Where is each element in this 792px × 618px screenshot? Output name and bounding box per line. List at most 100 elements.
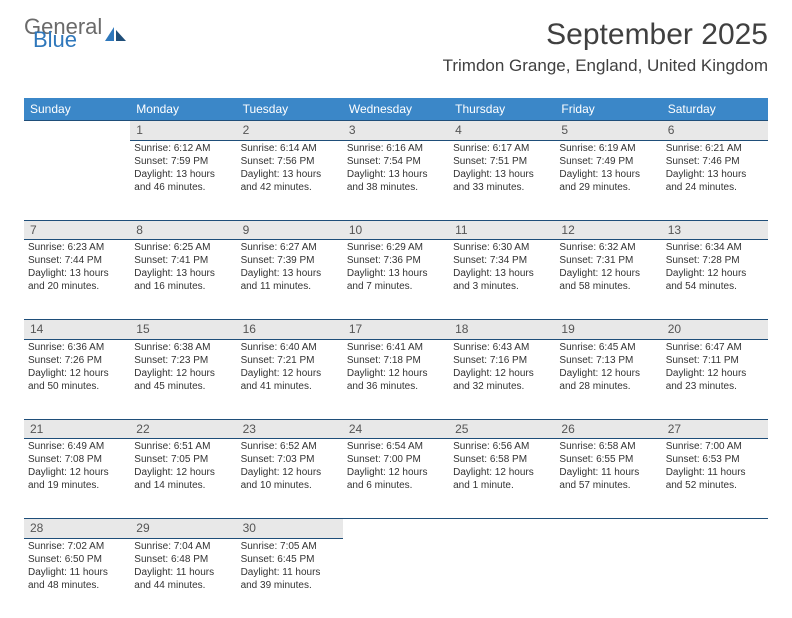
daynum-row: 21222324252627 [24, 419, 768, 439]
day-number-cell: 18 [449, 320, 555, 340]
day-cell: Sunrise: 6:25 AMSunset: 7:41 PMDaylight:… [130, 240, 236, 320]
day-number-cell: 1 [130, 121, 236, 141]
daylight-text: Daylight: 12 hours [559, 367, 657, 380]
day-cell: Sunrise: 6:40 AMSunset: 7:21 PMDaylight:… [237, 339, 343, 419]
day-cell: Sunrise: 6:32 AMSunset: 7:31 PMDaylight:… [555, 240, 661, 320]
daylight-text: Daylight: 12 hours [134, 466, 232, 479]
daylight-text: Daylight: 13 hours [28, 267, 126, 280]
sunset-text: Sunset: 7:36 PM [347, 254, 445, 267]
day-cell: Sunrise: 6:16 AMSunset: 7:54 PMDaylight:… [343, 140, 449, 220]
daylight-text: Daylight: 13 hours [241, 168, 339, 181]
sunrise-text: Sunrise: 6:25 AM [134, 241, 232, 254]
week-row: Sunrise: 6:23 AMSunset: 7:44 PMDaylight:… [24, 240, 768, 320]
day-cell: Sunrise: 6:12 AMSunset: 7:59 PMDaylight:… [130, 140, 236, 220]
sunset-text: Sunset: 7:08 PM [28, 453, 126, 466]
title-block: September 2025 Trimdon Grange, England, … [443, 18, 768, 92]
sunrise-text: Sunrise: 7:00 AM [666, 440, 764, 453]
day-number-cell: 7 [24, 220, 130, 240]
day-number-cell: 28 [24, 519, 130, 539]
daylight-text: and 11 minutes. [241, 280, 339, 293]
day-number-cell: 2 [237, 121, 343, 141]
day-number-cell [343, 519, 449, 539]
daylight-text: and 28 minutes. [559, 380, 657, 393]
sunrise-text: Sunrise: 6:47 AM [666, 341, 764, 354]
daynum-row: 282930 [24, 519, 768, 539]
sunset-text: Sunset: 7:56 PM [241, 155, 339, 168]
sunset-text: Sunset: 6:53 PM [666, 453, 764, 466]
day-cell [662, 538, 768, 618]
day-cell: Sunrise: 6:51 AMSunset: 7:05 PMDaylight:… [130, 439, 236, 519]
day-number-cell: 19 [555, 320, 661, 340]
daylight-text: and 50 minutes. [28, 380, 126, 393]
day-number-cell: 20 [662, 320, 768, 340]
sunset-text: Sunset: 7:31 PM [559, 254, 657, 267]
day-cell [449, 538, 555, 618]
daylight-text: Daylight: 12 hours [453, 367, 551, 380]
daylight-text: Daylight: 11 hours [559, 466, 657, 479]
daylight-text: and 14 minutes. [134, 479, 232, 492]
daylight-text: and 42 minutes. [241, 181, 339, 194]
sunrise-text: Sunrise: 7:04 AM [134, 540, 232, 553]
day-cell: Sunrise: 6:36 AMSunset: 7:26 PMDaylight:… [24, 339, 130, 419]
daylight-text: and 52 minutes. [666, 479, 764, 492]
sunset-text: Sunset: 7:49 PM [559, 155, 657, 168]
sunrise-text: Sunrise: 6:52 AM [241, 440, 339, 453]
daylight-text: and 54 minutes. [666, 280, 764, 293]
daylight-text: Daylight: 13 hours [134, 168, 232, 181]
day-cell: Sunrise: 6:27 AMSunset: 7:39 PMDaylight:… [237, 240, 343, 320]
week-row: Sunrise: 6:36 AMSunset: 7:26 PMDaylight:… [24, 339, 768, 419]
sunset-text: Sunset: 7:34 PM [453, 254, 551, 267]
weekday-header: Friday [555, 98, 661, 121]
day-cell: Sunrise: 6:14 AMSunset: 7:56 PMDaylight:… [237, 140, 343, 220]
daylight-text: and 48 minutes. [28, 579, 126, 592]
daylight-text: and 32 minutes. [453, 380, 551, 393]
daylight-text: and 19 minutes. [28, 479, 126, 492]
daylight-text: Daylight: 12 hours [666, 267, 764, 280]
sunset-text: Sunset: 7:13 PM [559, 354, 657, 367]
day-cell: Sunrise: 6:43 AMSunset: 7:16 PMDaylight:… [449, 339, 555, 419]
sunset-text: Sunset: 7:59 PM [134, 155, 232, 168]
sunset-text: Sunset: 6:55 PM [559, 453, 657, 466]
weekday-header: Monday [130, 98, 236, 121]
sunrise-text: Sunrise: 6:54 AM [347, 440, 445, 453]
daylight-text: Daylight: 12 hours [347, 466, 445, 479]
sunrise-text: Sunrise: 6:56 AM [453, 440, 551, 453]
daylight-text: and 1 minute. [453, 479, 551, 492]
day-number-cell: 13 [662, 220, 768, 240]
day-cell: Sunrise: 6:23 AMSunset: 7:44 PMDaylight:… [24, 240, 130, 320]
week-row: Sunrise: 6:49 AMSunset: 7:08 PMDaylight:… [24, 439, 768, 519]
daylight-text: Daylight: 12 hours [347, 367, 445, 380]
daylight-text: Daylight: 11 hours [28, 566, 126, 579]
daylight-text: Daylight: 13 hours [347, 168, 445, 181]
daylight-text: Daylight: 12 hours [241, 466, 339, 479]
daylight-text: and 38 minutes. [347, 181, 445, 194]
day-number-cell: 23 [237, 419, 343, 439]
week-row: Sunrise: 6:12 AMSunset: 7:59 PMDaylight:… [24, 140, 768, 220]
logo: General Blue [24, 18, 128, 49]
day-number-cell: 21 [24, 419, 130, 439]
weekday-header-row: Sunday Monday Tuesday Wednesday Thursday… [24, 98, 768, 121]
sunrise-text: Sunrise: 6:27 AM [241, 241, 339, 254]
sail-icon [104, 25, 128, 43]
daynum-row: 14151617181920 [24, 320, 768, 340]
day-cell: Sunrise: 6:34 AMSunset: 7:28 PMDaylight:… [662, 240, 768, 320]
sunset-text: Sunset: 7:51 PM [453, 155, 551, 168]
sunset-text: Sunset: 7:54 PM [347, 155, 445, 168]
sunrise-text: Sunrise: 6:16 AM [347, 142, 445, 155]
day-number-cell [449, 519, 555, 539]
sunset-text: Sunset: 7:28 PM [666, 254, 764, 267]
week-row: Sunrise: 7:02 AMSunset: 6:50 PMDaylight:… [24, 538, 768, 618]
daylight-text: and 45 minutes. [134, 380, 232, 393]
sunset-text: Sunset: 7:26 PM [28, 354, 126, 367]
day-number-cell: 16 [237, 320, 343, 340]
day-cell: Sunrise: 6:47 AMSunset: 7:11 PMDaylight:… [662, 339, 768, 419]
day-number-cell: 5 [555, 121, 661, 141]
day-number-cell: 24 [343, 419, 449, 439]
sunset-text: Sunset: 7:21 PM [241, 354, 339, 367]
day-number-cell [662, 519, 768, 539]
sunset-text: Sunset: 6:45 PM [241, 553, 339, 566]
sunset-text: Sunset: 7:23 PM [134, 354, 232, 367]
day-cell: Sunrise: 6:30 AMSunset: 7:34 PMDaylight:… [449, 240, 555, 320]
sunrise-text: Sunrise: 6:30 AM [453, 241, 551, 254]
day-number-cell: 3 [343, 121, 449, 141]
